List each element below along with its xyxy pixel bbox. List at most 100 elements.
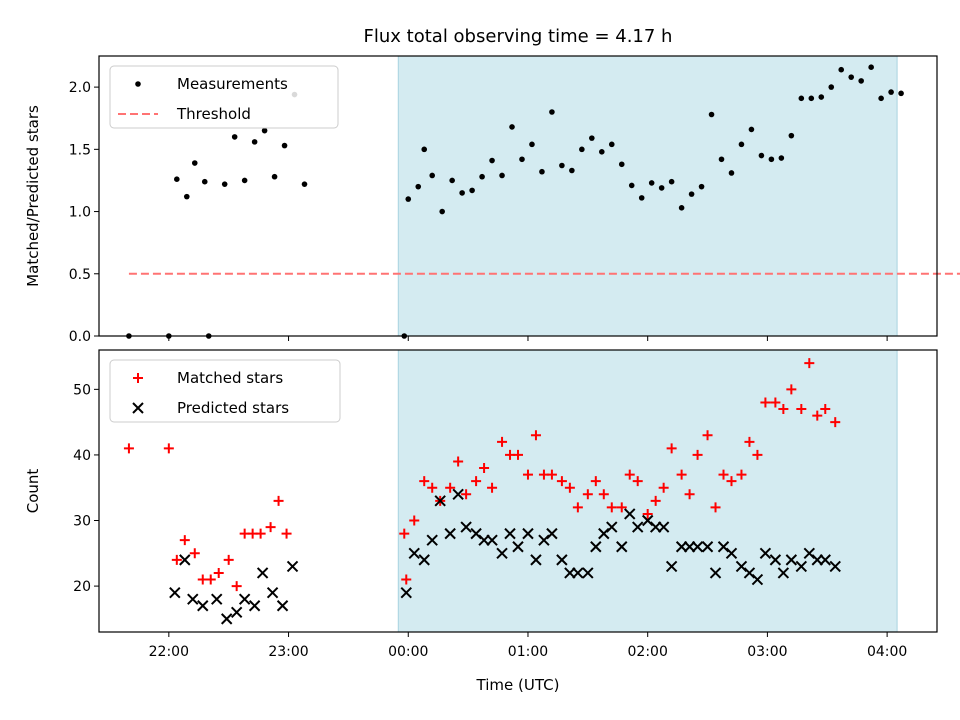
data-point	[461, 489, 472, 500]
data-point	[698, 183, 705, 190]
data-point	[452, 488, 464, 500]
data-point	[616, 502, 627, 513]
data-point	[572, 567, 584, 579]
data-point	[638, 195, 645, 201]
data-point	[820, 404, 831, 415]
legend-box	[109, 65, 339, 129]
data-point	[221, 181, 228, 187]
data-point	[632, 476, 643, 487]
data-point	[760, 397, 771, 408]
data-point	[504, 527, 516, 540]
data-point	[189, 548, 200, 559]
data-point	[744, 436, 755, 447]
data-point	[648, 180, 655, 186]
data-point	[624, 508, 636, 520]
data-point	[628, 182, 635, 189]
data-point	[743, 567, 756, 579]
data-point	[479, 173, 485, 180]
data-point	[572, 502, 583, 513]
data-point	[183, 193, 190, 200]
data-point	[231, 581, 242, 592]
data-point	[702, 430, 713, 441]
data-point	[701, 541, 714, 553]
data-point	[624, 469, 635, 480]
data-point	[608, 141, 615, 148]
data-point	[255, 528, 266, 539]
legend-label: Threshold	[176, 105, 251, 123]
data-point	[590, 541, 602, 553]
data-point	[678, 205, 685, 211]
data-point	[556, 476, 567, 487]
y-axis-label: Count	[24, 469, 42, 514]
data-point	[668, 178, 675, 185]
data-point	[230, 606, 243, 619]
data-point	[589, 135, 595, 141]
data-point	[179, 535, 190, 546]
data-point	[286, 560, 299, 573]
data-point	[777, 567, 790, 579]
data-point	[445, 482, 456, 493]
data-point	[758, 152, 765, 159]
data-point	[453, 456, 464, 467]
data-point	[606, 521, 618, 533]
data-point	[266, 586, 279, 599]
data-point	[658, 482, 669, 493]
data-point	[657, 521, 670, 533]
series-measurements	[126, 64, 904, 339]
data-point	[273, 495, 284, 506]
data-point	[241, 177, 248, 184]
data-point	[736, 469, 747, 480]
data-point	[804, 358, 815, 369]
data-point	[470, 527, 482, 540]
data-point	[808, 95, 815, 102]
data-point	[598, 489, 609, 500]
data-point	[538, 534, 550, 546]
data-point	[434, 495, 446, 507]
data-point	[419, 476, 430, 487]
data-point	[676, 469, 687, 480]
data-point	[710, 502, 721, 513]
data-point	[618, 161, 625, 168]
data-point	[569, 167, 575, 174]
data-point	[786, 384, 797, 395]
data-point	[213, 567, 224, 578]
data-point	[251, 139, 258, 145]
plot-frame	[98, 55, 938, 337]
data-point	[179, 554, 191, 566]
y-tick-label: 20	[73, 579, 91, 595]
data-point	[174, 176, 180, 182]
top-panel: 0.0 0.5 1.0 1.5 2.0 Matched/Predicted stars Me…	[24, 55, 960, 345]
y-tick-label: 1.5	[69, 142, 91, 158]
data-point	[163, 443, 174, 454]
x-tick-label: 01:00	[508, 644, 548, 660]
data-point	[169, 586, 181, 599]
data-point	[684, 489, 695, 500]
legend-marker	[135, 81, 141, 87]
data-point	[546, 469, 557, 480]
data-point	[439, 208, 445, 215]
data-point	[641, 514, 654, 527]
bottom-panel: 22:00 23:00 00:00 01:00 02:00 03:00 04:00 20 30 4…	[24, 349, 938, 660]
y-tick-label: 40	[73, 448, 91, 464]
data-point	[415, 183, 422, 190]
data-point	[444, 527, 456, 540]
legend: Measurements Threshold	[109, 65, 339, 129]
data-point	[735, 560, 748, 573]
data-point	[512, 541, 524, 553]
data-point	[582, 567, 594, 579]
data-point	[564, 482, 575, 493]
x-axis-label: Time (UTC)	[476, 676, 560, 694]
data-point	[408, 547, 420, 560]
data-point	[459, 190, 465, 196]
data-point	[256, 567, 269, 579]
x-tick-label: 03:00	[747, 644, 787, 660]
data-point	[421, 146, 428, 153]
data-point	[265, 522, 276, 533]
data-point	[616, 541, 628, 553]
data-point	[281, 528, 292, 539]
data-point	[726, 476, 737, 487]
data-point	[582, 489, 593, 500]
data-point	[469, 187, 475, 194]
data-point	[549, 109, 555, 115]
